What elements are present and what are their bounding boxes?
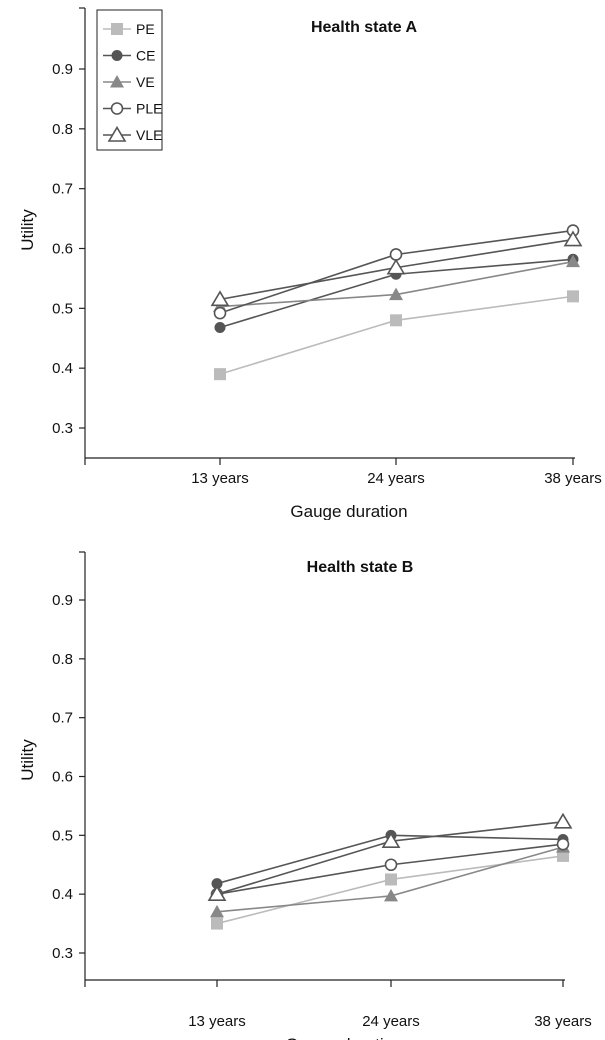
y-tick-label: 0.9	[52, 61, 73, 78]
data-point-ple	[384, 858, 398, 872]
data-point-vle	[563, 230, 583, 247]
chart-title: Health state A	[311, 19, 418, 36]
y-tick-label: 0.6	[52, 241, 73, 258]
data-point-ple	[389, 248, 403, 261]
data-point-vle	[553, 812, 573, 829]
legend-marker-ple	[110, 102, 124, 115]
y-tick-label: 0.3	[52, 420, 73, 437]
chart-title: Health state B	[307, 559, 414, 576]
data-point-ve	[389, 287, 403, 301]
data-point-ve	[566, 254, 580, 268]
y-axis-title: Utility	[18, 739, 37, 781]
y-tick-label: 0.3	[52, 945, 73, 962]
data-point-pe	[211, 917, 223, 930]
legend: PE CE VE PLE VLE	[96, 9, 163, 151]
data-point-ce	[214, 321, 226, 333]
data-point-pe	[390, 314, 402, 327]
data-point-pe	[214, 368, 226, 381]
data-point-vle	[386, 258, 406, 275]
x-axis-title: Gauge duration	[285, 1035, 402, 1040]
legend-label: VE	[136, 74, 155, 90]
y-tick-label: 0.5	[52, 827, 73, 844]
y-tick-label: 0.7	[52, 710, 73, 727]
x-tick-label: 24 years	[362, 1013, 420, 1030]
data-point-ve	[384, 888, 398, 902]
data-point-ple	[556, 837, 570, 851]
data-point-vle	[207, 885, 227, 901]
legend-marker-ce	[111, 50, 123, 61]
data-point-pe	[557, 849, 569, 862]
x-tick-label: 13 years	[191, 470, 249, 487]
y-tick-label: 0.5	[52, 300, 73, 317]
y-tick-label: 0.7	[52, 181, 73, 198]
chart-health-state-a: 0.3 0.4 0.5 0.6 0.7 0.8 0.9 13 years 24 years 38 …	[18, 7, 602, 520]
data-point-pe	[567, 290, 579, 303]
data-point-pe	[385, 873, 397, 886]
data-point-ce	[211, 878, 223, 890]
y-tick-label: 0.4	[52, 886, 73, 903]
legend-label: VLE	[136, 127, 162, 143]
chart-health-state-b: 0.3 0.4 0.5 0.6 0.7 0.8 0.9 13 years 24 years 38 …	[0, 520, 605, 1040]
x-tick-label: 13 years	[188, 1013, 246, 1030]
legend-box	[96, 9, 163, 151]
x-tick-label: 38 years	[544, 470, 602, 487]
y-tick-label: 0.4	[52, 360, 73, 377]
legend-marker-vle	[107, 125, 127, 142]
data-point-vle	[210, 290, 230, 307]
legend-marker-ve	[110, 75, 124, 88]
chart-a-svg: 0.3 0.4 0.5 0.6 0.7 0.8 0.9 13 years 24 years 38 …	[18, 7, 602, 520]
y-tick-label: 0.9	[52, 592, 73, 609]
legend-label: CE	[136, 48, 155, 64]
chart-b-svg: 0.3 0.4 0.5 0.6 0.7 0.8 0.9 13 years 24 years 38 …	[18, 551, 592, 1040]
x-axis-title: Gauge duration	[290, 502, 407, 520]
y-tick-label: 0.8	[52, 121, 73, 138]
legend-label: PLE	[136, 101, 162, 117]
y-tick-label: 0.8	[52, 651, 73, 668]
x-tick-label: 24 years	[367, 470, 425, 487]
data-point-ple	[213, 306, 227, 320]
data-point-vle	[381, 832, 401, 849]
legend-label: PE	[136, 21, 155, 37]
x-tick-label: 38 years	[534, 1013, 592, 1030]
legend-marker-pe	[111, 23, 123, 35]
series-line-pe	[219, 295, 574, 375]
y-tick-label: 0.6	[52, 769, 73, 786]
y-axis-title: Utility	[18, 209, 37, 251]
data-point-ve	[210, 904, 224, 918]
